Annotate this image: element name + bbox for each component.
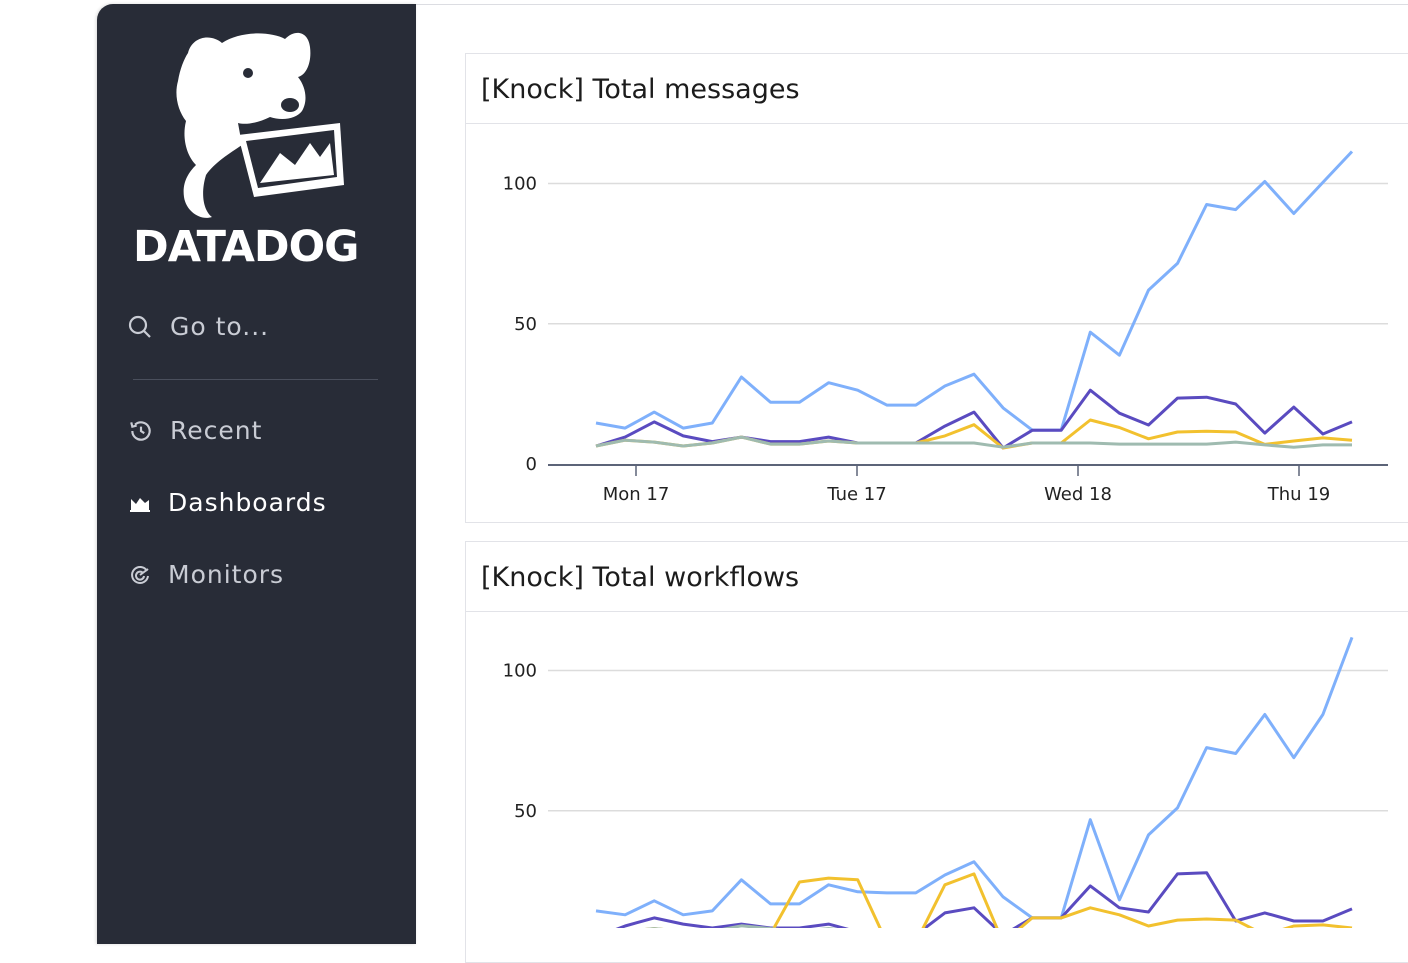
go-to-label: Go to... [170, 312, 270, 341]
history-icon [130, 420, 151, 441]
sidebar-item-label: Monitors [168, 560, 285, 589]
brand-wordmark: DATADOG [133, 222, 359, 272]
sidebar-divider [133, 379, 378, 380]
widget-title: [Knock] Total workflows [466, 542, 1408, 612]
sidebar-item-label: Recent [170, 416, 263, 445]
widget-total-messages: [Knock] Total messages [465, 53, 1408, 523]
dashboard-chart-icon [130, 497, 150, 512]
monitor-radar-icon [131, 565, 149, 584]
sidebar-item-label: Dashboards [168, 488, 327, 517]
sidebar-item-recent[interactable]: Recent [128, 416, 262, 445]
sidebar-item-monitors[interactable]: Monitors [128, 560, 284, 589]
go-to-search[interactable]: Go to... [128, 312, 269, 341]
search-icon [128, 315, 151, 338]
widget-total-workflows: [Knock] Total workflows [465, 541, 1408, 963]
sidebar-item-dashboards[interactable]: Dashboards [128, 488, 327, 517]
top-border [416, 4, 1408, 5]
datadog-logo-icon [176, 32, 344, 218]
widget-title: [Knock] Total messages [466, 54, 1408, 124]
